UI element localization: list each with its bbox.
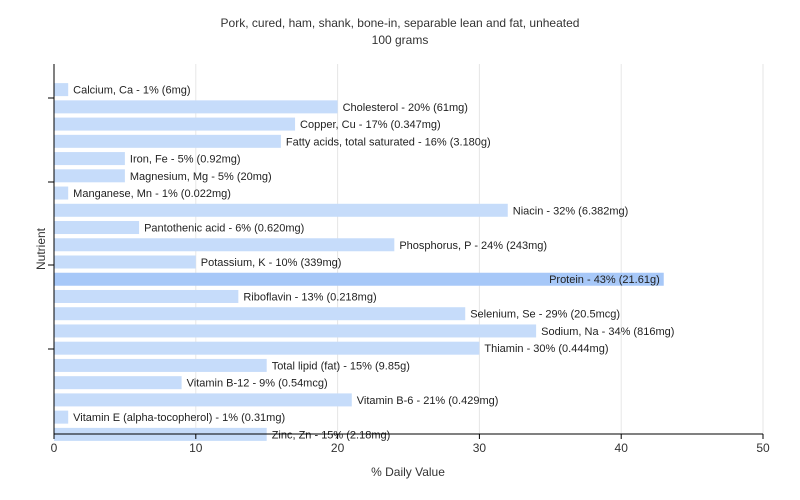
bar	[54, 376, 182, 390]
bar	[54, 152, 125, 166]
bar-label: Fatty acids, total saturated - 16% (3.18…	[286, 136, 491, 148]
bar	[54, 169, 125, 183]
bar-label: Calcium, Ca - 1% (6mg)	[73, 85, 190, 97]
bar	[54, 358, 267, 372]
bar-label: Thiamin - 30% (0.444mg)	[484, 343, 608, 355]
x-tick-label: 20	[331, 441, 345, 455]
chart-title: Pork, cured, ham, shank, bone-in, separa…	[221, 16, 580, 30]
bar-label: Vitamin E (alpha-tocopherol) - 1% (0.31m…	[73, 412, 285, 424]
axes: 0 10 20 30 40 50	[48, 64, 770, 455]
bar-label: Magnesium, Mg - 5% (20mg)	[130, 171, 272, 183]
x-tick-label: 40	[615, 441, 629, 455]
bar-label: Cholesterol - 20% (61mg)	[343, 102, 468, 114]
x-tick-label: 0	[51, 441, 58, 455]
bar	[54, 100, 338, 114]
bar	[54, 324, 537, 338]
x-tick-label: 30	[473, 441, 487, 455]
x-tick-label: 50	[756, 441, 770, 455]
bar	[54, 238, 395, 252]
bar-label: Niacin - 32% (6.382mg)	[513, 205, 629, 217]
bar-label: Selenium, Se - 29% (20.5mcg)	[470, 309, 620, 321]
x-axis-label: % Daily Value	[371, 465, 445, 479]
bar-label: Copper, Cu - 17% (0.347mg)	[300, 119, 441, 131]
bar	[54, 83, 69, 97]
bar	[54, 203, 508, 217]
x-tick-label: 10	[189, 441, 203, 455]
bar-label: Zinc, Zn - 15% (2.18mg)	[272, 429, 391, 441]
bar-label: Vitamin B-6 - 21% (0.429mg)	[357, 395, 499, 407]
bar-label: Total lipid (fat) - 15% (9.85g)	[272, 360, 410, 372]
bar	[54, 117, 296, 131]
bar	[54, 272, 664, 286]
y-axis-label: Nutrient	[34, 227, 48, 270]
bar	[54, 134, 281, 148]
bar	[54, 341, 480, 355]
bar-label: Sodium, Na - 34% (816mg)	[541, 326, 674, 338]
bar-label: Manganese, Mn - 1% (0.022mg)	[73, 188, 231, 200]
chart-subtitle: 100 grams	[372, 33, 429, 47]
bar	[54, 186, 69, 200]
bar-label: Vitamin B-12 - 9% (0.54mcg)	[187, 378, 328, 390]
bar-label: Iron, Fe - 5% (0.92mg)	[130, 154, 241, 166]
bar-label: Protein - 43% (21.61g)	[549, 274, 660, 286]
bar-label: Riboflavin - 13% (0.218mg)	[243, 291, 376, 303]
bar	[54, 221, 140, 235]
bar-label: Phosphorus, P - 24% (243mg)	[399, 240, 547, 252]
bar	[54, 289, 239, 303]
bar	[54, 255, 196, 269]
bar	[54, 410, 69, 424]
bar-label: Pantothenic acid - 6% (0.620mg)	[144, 223, 304, 235]
bars: Calcium, Ca - 1% (6mg) Cholesterol - 20% …	[54, 83, 674, 441]
bar	[54, 393, 352, 407]
bar-label: Potassium, K - 10% (339mg)	[201, 257, 342, 269]
bar	[54, 307, 466, 321]
